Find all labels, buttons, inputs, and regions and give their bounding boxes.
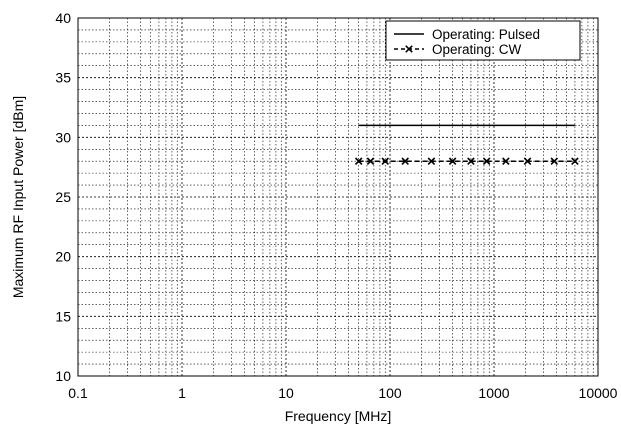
x-axis-label: Frequency [MHz] [285, 408, 392, 424]
series [354, 124, 579, 165]
legend-marker [405, 45, 413, 53]
y-tick-label: 25 [55, 189, 71, 205]
plot-frame [77, 17, 599, 377]
data-point [366, 157, 375, 165]
data-point [354, 157, 363, 165]
y-tick-label: 10 [55, 368, 71, 384]
x-marker-stroke [571, 157, 579, 165]
x-marker-stroke [448, 157, 457, 165]
x-marker-stroke [467, 157, 475, 165]
y-tick-label: 40 [55, 10, 71, 26]
data-point [571, 157, 579, 165]
y-tick-label: 20 [55, 249, 71, 265]
x-marker-stroke [502, 157, 510, 165]
x-tick-label: 1000 [478, 385, 509, 401]
legend-box [385, 20, 581, 61]
x-marker-stroke [381, 157, 390, 165]
y-tick-label: 35 [55, 70, 71, 86]
x-tick-label: 1 [178, 385, 186, 401]
x-tick-label: 100 [378, 385, 402, 401]
x-marker-stroke [405, 45, 413, 53]
x-marker-stroke [550, 157, 559, 165]
data-point [401, 157, 409, 165]
data-point [550, 157, 559, 165]
tick-labels: 0.1 1 10 100 1000 10000 10 15 20 25 30 35 40 [55, 10, 617, 401]
data-point [467, 157, 475, 165]
y-tick-label: 30 [55, 129, 71, 145]
x-marker-stroke [401, 157, 409, 165]
x-marker-stroke [482, 157, 491, 165]
data-point [482, 157, 491, 165]
data-point [427, 157, 436, 165]
series-2 [354, 157, 579, 165]
x-marker-stroke [366, 157, 375, 165]
x-tick-label: 10 [278, 385, 294, 401]
y-tick-label: 15 [55, 308, 71, 324]
data-point [448, 157, 457, 165]
x-tick-label: 0.1 [68, 385, 88, 401]
x-tick-label: 10000 [579, 385, 618, 401]
legend-label: Operating: CW [432, 42, 522, 57]
x-marker-stroke [523, 157, 532, 165]
data-point [502, 157, 510, 165]
legend-item: Operating: CW [394, 42, 522, 57]
legend-label: Operating: Pulsed [432, 27, 540, 42]
grid [77, 17, 598, 377]
data-point [381, 157, 390, 165]
y-axis-label: Maximum RF Input Power [dBm] [10, 96, 26, 298]
legend-item: Operating: Pulsed [394, 27, 540, 42]
x-marker-stroke [427, 157, 436, 165]
data-point [523, 157, 532, 165]
x-marker-stroke [354, 157, 363, 165]
